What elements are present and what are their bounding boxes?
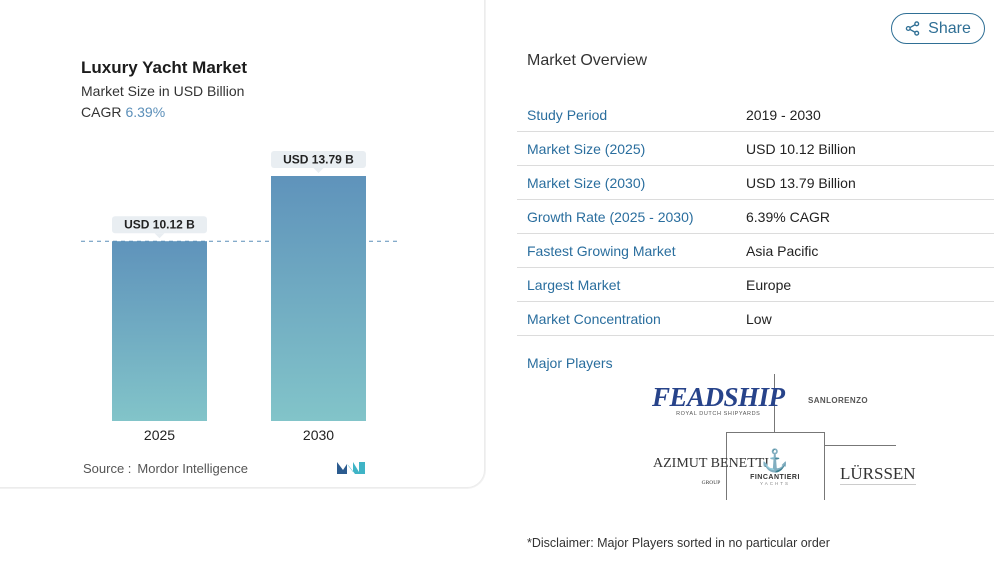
- share-icon: [905, 21, 920, 36]
- fincantieri-wordmark: FINCANTIERI: [750, 474, 800, 481]
- divider: [824, 432, 825, 500]
- major-players-title: Major Players: [527, 355, 613, 371]
- cagr-value: 6.39%: [125, 104, 166, 120]
- row-value: Low: [746, 310, 772, 327]
- fincantieri-yachts: YACHTS: [760, 481, 790, 486]
- azimut-wordmark: AZIMUT BENETTI: [653, 456, 769, 471]
- feadship-tagline: ROYAL DUTCH SHIPYARDS: [676, 411, 761, 417]
- cagr-line: CAGR 6.39%: [81, 104, 165, 120]
- table-row: Market Size (2030) USD 13.79 Billion: [517, 166, 994, 200]
- data-label-pointer: [313, 168, 324, 173]
- source-value: Mordor Intelligence: [137, 461, 248, 476]
- data-label: USD 10.12 B: [124, 218, 195, 232]
- data-label: USD 13.79 B: [283, 153, 354, 167]
- sanlorenzo-logo: SANLORENZO: [808, 396, 868, 405]
- fincantieri-mark-icon: ⚓: [761, 448, 789, 473]
- row-value: 6.39% CAGR: [746, 208, 831, 225]
- market-size-card: [0, 0, 485, 488]
- market-overview-title: Market Overview: [527, 52, 648, 69]
- bar-2030: [271, 176, 366, 421]
- share-button[interactable]: Share: [891, 13, 985, 44]
- lurssen-logo: LÜRSSEN: [840, 464, 916, 485]
- market-overview-table: Study Period 2019 - 2030 Market Size (202…: [517, 98, 994, 336]
- disclaimer-note: *Disclaimer: Major Players sorted in no …: [527, 536, 830, 550]
- row-key: Market Concentration: [527, 310, 661, 327]
- source-label: Source :: [83, 461, 132, 476]
- row-key: Growth Rate (2025 - 2030): [527, 208, 694, 225]
- row-value: USD 10.12 Billion: [746, 140, 856, 157]
- table-row: Study Period 2019 - 2030: [517, 98, 994, 132]
- azimut-group: GROUP: [701, 480, 721, 486]
- major-players-logos: FEADSHIP ROYAL DUTCH SHIPYARDS SANLORENZ…: [640, 374, 916, 500]
- table-row: Market Concentration Low: [517, 302, 994, 336]
- divider: [726, 432, 824, 433]
- bar-2025: [112, 241, 207, 421]
- feadship-wordmark: FEADSHIP: [652, 382, 785, 412]
- row-key: Market Size (2025): [527, 140, 646, 157]
- data-label-bubble: [112, 216, 207, 234]
- source-note: Source : Mordor Intelligence: [83, 461, 248, 476]
- row-key: Study Period: [527, 106, 608, 123]
- table-row: Largest Market Europe: [517, 268, 994, 302]
- row-key: Fastest Growing Market: [527, 242, 676, 259]
- data-label-pointer: [154, 233, 165, 239]
- divider: [824, 445, 896, 446]
- data-label-bubble: [271, 151, 366, 168]
- mordor-intelligence-logo-icon: [337, 460, 365, 479]
- cagr-label: CAGR: [81, 104, 122, 120]
- row-value: USD 13.79 Billion: [746, 174, 856, 191]
- table-row: Market Size (2025) USD 10.12 Billion: [517, 132, 994, 166]
- divider: [726, 432, 727, 500]
- table-row: Fastest Growing Market Asia Pacific: [517, 234, 994, 268]
- x-tick-label: 2030: [303, 427, 334, 443]
- row-key: Market Size (2030): [527, 174, 646, 191]
- chart-title: Luxury Yacht Market: [81, 58, 247, 77]
- x-tick-label: 2025: [144, 427, 175, 443]
- share-label: Share: [928, 19, 971, 37]
- row-value: Asia Pacific: [746, 242, 819, 259]
- divider: [774, 374, 775, 432]
- row-key: Largest Market: [527, 276, 621, 293]
- bar-chart: USD 10.12 B 2025 USD 13.79 B 2030: [81, 151, 400, 443]
- fincantieri-logo: ⚓ FINCANTIERI YACHTS: [745, 448, 805, 486]
- feadship-logo: FEADSHIP ROYAL DUTCH SHIPYARDS: [652, 382, 785, 417]
- row-value: Europe: [746, 276, 792, 293]
- table-row: Growth Rate (2025 - 2030) 6.39% CAGR: [517, 200, 994, 234]
- azimut-benetti-logo: AZIMUT BENETTI GROUP: [653, 456, 769, 486]
- chart-subtitle: Market Size in USD Billion: [81, 83, 245, 99]
- row-value: 2019 - 2030: [746, 106, 821, 123]
